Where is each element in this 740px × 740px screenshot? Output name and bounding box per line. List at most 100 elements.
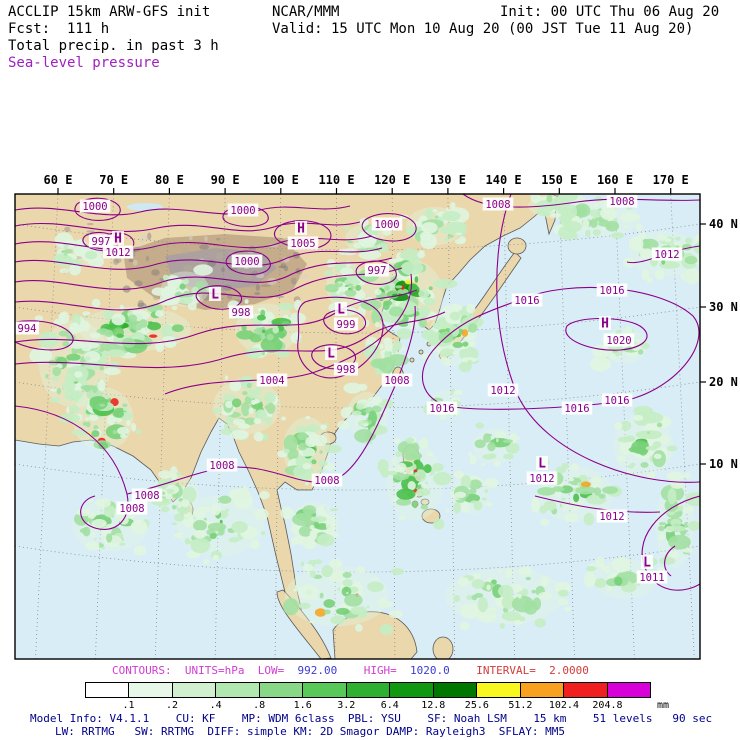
precip-layer [29,194,700,635]
pressure-contour [15,267,403,311]
contour-label-box [116,501,148,515]
colorbar-label: .2 [166,700,179,711]
contour-label-box [364,263,390,277]
colorbar-cell [129,683,173,697]
longitude-tick-label: 80 E [155,173,184,187]
colorbar-label: 12.8 [421,700,446,711]
contour-label-box [311,473,343,487]
field-pressure-label: Sea-level pressure [8,55,160,71]
map-border [14,193,701,660]
contour-label-box [596,283,628,297]
lake-balkhash [127,203,163,211]
pressure-center-marker: H [601,317,609,332]
contour-label: 1008 [134,490,159,502]
pressure-contour [225,250,271,275]
latitude-tick-label: 20 N [709,375,738,389]
colorbar-label: 3.2 [337,700,356,711]
colorbar-cell [172,683,217,697]
pressure-contour [361,213,417,242]
colorbar-cell [259,683,304,697]
contour-label: 999 [337,319,356,331]
pressure-contour [15,221,361,232]
contour-label-box [511,293,543,307]
contour-label-box [561,401,593,415]
contour-label: 998 [337,364,356,376]
contour-label: 1011 [639,572,664,584]
longitude-tick-label: 90 E [211,173,240,187]
colorbar-cell [564,683,608,697]
contour-label-box [526,471,558,485]
colorbar-cell [607,683,651,697]
contour-label-box [88,234,114,248]
longitude-tick-label: 150 E [541,173,577,187]
colorbar-cell [520,683,565,697]
longitude-tick-label: 130 E [430,173,466,187]
contour-label-box [371,217,403,231]
contour-label: 1008 [485,199,510,211]
pressure-center-marker: L [327,347,335,362]
contour-label-box [606,194,638,208]
contour-label: 1000 [82,201,107,213]
field-precip-label: Total precip. in past 3 h [8,38,219,54]
contour-label-box [636,570,668,584]
contour-label: 1012 [529,473,554,485]
contour-label: 1016 [599,285,624,297]
contour-label: 1000 [234,256,259,268]
colorbar-label: 204.8 [592,700,623,711]
contour-label: 1012 [654,249,679,261]
contour-info: CONTOURS: UNITS=hPa LOW= 992.00 HIGH= 10… [112,664,589,677]
pressure-contour [323,309,367,335]
contour-label-box [206,458,238,472]
contour-label: 1016 [514,295,539,307]
pressure-contour [15,247,383,270]
colorbar-cell [433,683,478,697]
pressure-center-marker: L [643,556,651,571]
contour-info-segment: 2.0000 [535,664,589,677]
valid-time: Valid: 15 UTC Mon 10 Aug 20 (00 JST Tue … [272,21,694,37]
pressure-center-marker: H [297,222,305,237]
contour-info-segment: 992.00 [284,664,338,677]
contour-label: 998 [232,307,251,319]
contour-label-box [131,488,163,502]
pressure-contour [74,197,121,221]
contour-label-box [333,317,359,331]
pressure-contour [15,257,393,290]
pressure-contour [15,289,418,345]
pressure-contour [273,220,332,250]
longitude-tick-label: 120 E [374,173,410,187]
contour-label-box [651,247,683,261]
contour-label-box [381,373,413,387]
contour-info-segment: CONTOURS: [112,664,172,677]
precip-colorbar [85,682,651,698]
contour-label: 1005 [290,238,315,250]
contour-label-box [256,373,288,387]
pressure-center-marker: L [337,303,345,318]
contour-label-box [228,305,254,319]
pressure-contour [355,260,397,285]
colorbar-label: 51.2 [508,700,533,711]
contour-label: 1000 [230,205,255,217]
contour-info-segment: INTERVAL= [449,664,536,677]
contour-label: 1016 [604,395,629,407]
contour-label: 1008 [119,503,144,515]
latitude-tick-label: 40 N [709,217,738,231]
contour-info-segment: LOW= [244,664,285,677]
colorbar-cell [477,683,521,697]
longitude-tick-label: 170 E [653,173,689,187]
colorbar-label: 25.6 [464,700,489,711]
contour-info-segment: 1020.0 [396,664,450,677]
colorbar-unit: mm [657,700,670,711]
colorbar-cell [86,683,130,697]
colorbar-label: .4 [209,700,222,711]
colorbar-cell [346,683,391,697]
contour-label: 1008 [384,375,409,387]
latitude-tick-label: 10 N [709,457,738,471]
contour-label: 1016 [429,403,454,415]
longitude-tick-label: 60 E [44,173,73,187]
colorbar-labels: .1 .2 .4 .8 1.6 3.2 6.4 12.8 25.6 51.2 102.4 204.8 [0,700,740,712]
contour-label: 1008 [209,460,234,472]
